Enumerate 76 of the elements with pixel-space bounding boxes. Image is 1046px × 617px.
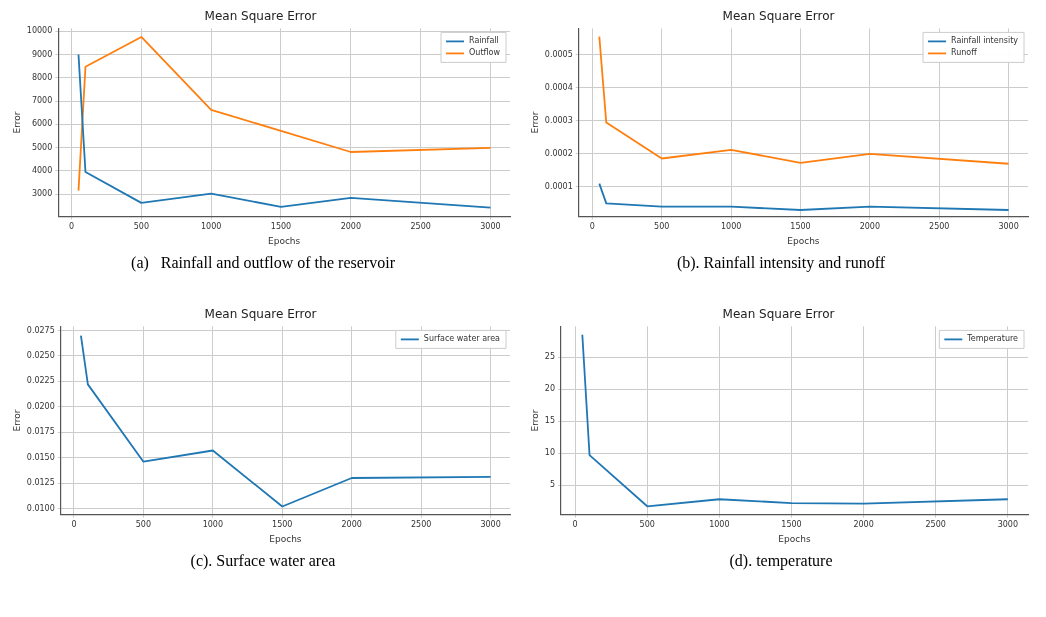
y-tick-label: 5 — [549, 480, 555, 490]
y-tick-label: 0.0001 — [544, 181, 573, 191]
chart-title: Mean Square Error — [204, 9, 316, 24]
y-axis-title: Error — [529, 409, 540, 432]
x-axis-title: Epochs — [786, 235, 820, 246]
text: (b). Rainfall intensity and runoff — [676, 254, 886, 272]
y-tick-label: 5000 — [31, 142, 52, 152]
legend-label: Surface water area — [423, 334, 500, 344]
x-tick-label: 2500 — [409, 222, 431, 232]
chart-title: Mean Square Error — [722, 9, 834, 24]
y-axis-title: Error — [529, 111, 540, 134]
y-tick-label: 7000 — [31, 96, 52, 106]
x-tick-label: 3000 — [479, 520, 501, 530]
x-tick-label: 1500 — [271, 520, 292, 530]
x-tick-label: 0 — [70, 520, 77, 530]
text: (d). temperature — [729, 552, 833, 570]
x-tick-label: 1500 — [270, 222, 291, 232]
x-tick-label: 500 — [135, 520, 151, 530]
x-tick-label: 500 — [639, 520, 655, 530]
x-tick-label: 0 — [572, 520, 578, 530]
y-tick-label: 20 — [544, 384, 555, 394]
y-tick-label: 15 — [544, 416, 555, 426]
y-tick-label: 0.0002 — [544, 148, 573, 158]
text: (c). Surface water area — [190, 552, 336, 570]
x-axis-title: Epochs — [267, 235, 301, 246]
y-tick-label: 0.0175 — [26, 427, 55, 437]
legend-label: Temperature — [965, 334, 1018, 344]
y-tick-label: 0.0250 — [26, 350, 55, 360]
x-tick-label: 1500 — [789, 222, 811, 232]
y-tick-label: 0.0100 — [26, 503, 55, 513]
x-tick-label: 2500 — [928, 222, 949, 232]
x-tick-label: 2000 — [341, 520, 362, 530]
x-tick-label: 1000 — [720, 222, 741, 232]
y-tick-label: 0.0150 — [26, 452, 55, 462]
y-tick-label: 10000 — [26, 26, 52, 36]
chart-title: Mean Square Error — [722, 307, 834, 322]
legend-label: Runoff — [950, 48, 977, 58]
y-tick-label: 0.0125 — [26, 478, 55, 488]
text: (a) Rainfall and outflow of the reservoir — [131, 254, 395, 272]
x-tick-label: 1500 — [780, 520, 802, 530]
y-tick-label: 10 — [544, 448, 555, 458]
y-tick-label: 25 — [544, 352, 555, 362]
x-tick-label: 2000 — [852, 520, 874, 530]
y-tick-label: 8000 — [31, 72, 52, 82]
x-tick-label: 1000 — [202, 520, 223, 530]
x-tick-label: 1000 — [200, 222, 221, 232]
x-tick-label: 1000 — [708, 520, 730, 530]
y-tick-label: 0.0004 — [544, 82, 573, 92]
x-tick-label: 3000 — [997, 222, 1019, 232]
y-tick-label: 9000 — [31, 49, 52, 59]
y-tick-label: 0.0275 — [26, 325, 55, 335]
legend-label: Rainfall — [468, 36, 499, 46]
x-tick-label: 0 — [589, 222, 595, 232]
legend-label: Rainfall intensity — [950, 36, 1018, 46]
y-tick-label: 0.0005 — [544, 49, 573, 59]
x-tick-label: 500 — [653, 222, 669, 232]
y-tick-label: 0.0200 — [26, 401, 55, 411]
x-tick-label: 2500 — [410, 520, 431, 530]
y-tick-label: 4000 — [31, 165, 52, 175]
x-axis-title: Epochs — [268, 533, 302, 544]
x-tick-label: 2500 — [925, 520, 946, 530]
x-tick-label: 500 — [133, 222, 149, 232]
y-axis-title: Error — [11, 111, 22, 134]
x-tick-label: 3000 — [479, 222, 501, 232]
x-axis-title: Epochs — [777, 533, 811, 544]
x-tick-label: 0 — [68, 222, 74, 232]
legend-label: Outflow — [468, 48, 500, 58]
y-tick-label: 0.0225 — [26, 376, 55, 386]
x-tick-label: 3000 — [997, 520, 1018, 530]
chart-title: Mean Square Error — [204, 307, 316, 322]
y-tick-label: 0.0003 — [544, 115, 573, 125]
y-tick-label: 3000 — [31, 189, 52, 199]
y-axis-title: Error — [11, 409, 22, 432]
x-tick-label: 2000 — [340, 222, 361, 232]
x-tick-label: 2000 — [859, 222, 880, 232]
y-tick-label: 6000 — [31, 119, 52, 129]
